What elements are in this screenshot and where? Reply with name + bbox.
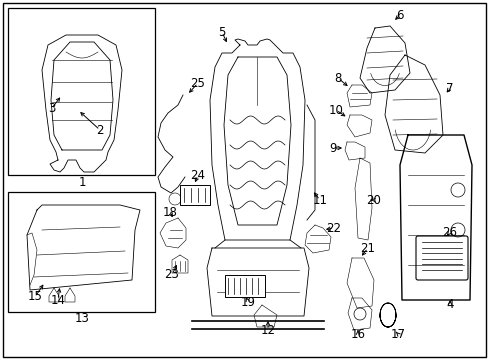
Polygon shape [346,85,371,107]
Text: 7: 7 [446,81,453,95]
Text: 16: 16 [350,328,365,341]
Polygon shape [65,288,75,302]
Text: 19: 19 [240,296,255,309]
Polygon shape [209,39,305,240]
Text: 12: 12 [260,324,275,337]
Polygon shape [42,35,122,172]
Text: 14: 14 [50,293,65,306]
Polygon shape [27,205,140,290]
FancyBboxPatch shape [415,236,467,280]
Polygon shape [347,298,371,330]
Text: 15: 15 [27,291,42,303]
Bar [8,8,155,175]
Polygon shape [160,218,185,248]
Text: 13: 13 [74,311,89,324]
Text: 24: 24 [190,168,205,181]
Polygon shape [346,115,371,137]
Bar [8,192,155,312]
Bar [180,185,209,205]
Polygon shape [359,26,409,93]
Polygon shape [206,248,308,316]
Polygon shape [345,142,364,160]
Text: 5: 5 [218,26,225,39]
Polygon shape [49,288,59,302]
Polygon shape [354,158,371,240]
Text: 3: 3 [48,102,56,114]
Text: 1: 1 [78,176,85,189]
Text: 9: 9 [328,141,336,154]
Polygon shape [384,55,442,153]
Bar [224,275,264,297]
Text: 23: 23 [164,269,179,282]
Text: 26: 26 [442,225,457,239]
Text: 6: 6 [395,9,403,22]
Text: 2: 2 [96,123,103,136]
Text: 25: 25 [190,77,205,90]
Text: 10: 10 [328,104,343,117]
Text: 21: 21 [360,242,375,255]
Polygon shape [399,135,471,300]
Text: 20: 20 [366,194,381,207]
Polygon shape [253,305,276,327]
Text: 18: 18 [162,206,177,219]
Text: 22: 22 [326,221,341,234]
Text: 17: 17 [390,328,405,341]
Polygon shape [172,255,187,273]
Text: 11: 11 [312,194,327,207]
Polygon shape [305,225,330,253]
Polygon shape [346,258,373,308]
Text: 8: 8 [334,72,341,85]
Text: 4: 4 [446,298,453,311]
